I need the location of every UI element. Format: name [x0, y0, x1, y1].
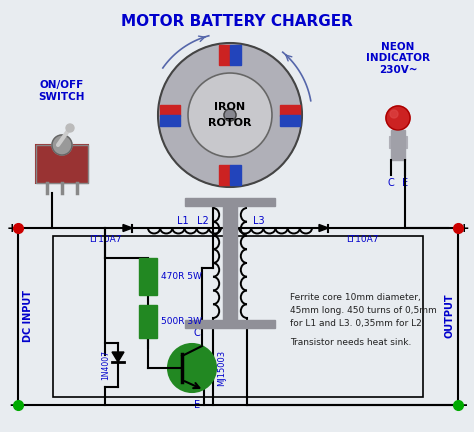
- Text: LT10A7: LT10A7: [346, 235, 378, 244]
- Text: -: -: [9, 398, 15, 412]
- Text: MJ15003: MJ15003: [217, 350, 226, 386]
- Text: OUTPUT: OUTPUT: [445, 294, 455, 338]
- Circle shape: [168, 344, 216, 392]
- Bar: [219, 45, 230, 65]
- Circle shape: [52, 135, 72, 155]
- Bar: [185, 320, 275, 328]
- Text: for L1 and L3. 0,35mm for L2: for L1 and L3. 0,35mm for L2: [290, 319, 422, 328]
- Text: IRON: IRON: [214, 102, 246, 112]
- Polygon shape: [123, 225, 132, 232]
- Bar: [280, 115, 300, 126]
- Bar: [53, 236, 423, 397]
- Text: E: E: [194, 400, 200, 410]
- Circle shape: [390, 110, 398, 118]
- Bar: [230, 165, 241, 185]
- Circle shape: [386, 106, 410, 130]
- Bar: [280, 105, 300, 116]
- Text: 45mm long. 450 turns of 0,5mm: 45mm long. 450 turns of 0,5mm: [290, 306, 437, 315]
- Text: 470R 5W: 470R 5W: [161, 272, 202, 281]
- Text: DC INPUT: DC INPUT: [23, 290, 33, 342]
- Text: NEON
INDICATOR
230V~: NEON INDICATOR 230V~: [366, 42, 430, 75]
- Text: C: C: [193, 328, 201, 338]
- Bar: [160, 105, 180, 116]
- Text: ROTOR: ROTOR: [208, 118, 252, 128]
- Text: MOTOR BATTERY CHARGER: MOTOR BATTERY CHARGER: [121, 14, 353, 29]
- Text: C: C: [388, 178, 394, 188]
- Bar: [230, 45, 241, 65]
- Polygon shape: [112, 352, 124, 362]
- Circle shape: [66, 124, 74, 132]
- Text: +: +: [459, 222, 469, 235]
- Bar: [139, 305, 157, 338]
- Polygon shape: [319, 225, 328, 232]
- Text: 1N4007: 1N4007: [101, 350, 110, 380]
- Text: Ferrite core 10mm diameter,: Ferrite core 10mm diameter,: [290, 293, 421, 302]
- Bar: [389, 136, 407, 148]
- Bar: [185, 198, 275, 206]
- Text: E: E: [402, 178, 408, 188]
- Bar: [219, 165, 230, 185]
- Bar: [36, 145, 88, 183]
- Bar: [139, 258, 157, 295]
- Text: L3: L3: [253, 216, 265, 226]
- Text: 500R 3W: 500R 3W: [161, 317, 202, 326]
- Circle shape: [188, 73, 272, 157]
- Bar: [223, 206, 237, 320]
- Text: Transistor needs heat sink.: Transistor needs heat sink.: [290, 338, 411, 347]
- Text: L2: L2: [197, 216, 209, 226]
- Text: -: -: [461, 398, 467, 412]
- Text: L1: L1: [177, 216, 189, 226]
- Text: ON/OFF
SWITCH: ON/OFF SWITCH: [39, 80, 85, 102]
- Bar: [36, 145, 88, 183]
- Circle shape: [224, 109, 236, 121]
- Text: LT10A7: LT10A7: [89, 235, 121, 244]
- Bar: [160, 115, 180, 126]
- Bar: [391, 130, 405, 160]
- Circle shape: [158, 43, 302, 187]
- Text: +: +: [7, 222, 18, 235]
